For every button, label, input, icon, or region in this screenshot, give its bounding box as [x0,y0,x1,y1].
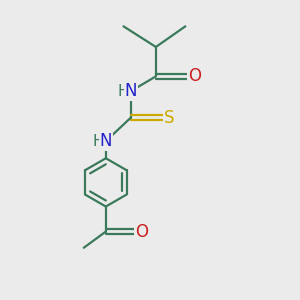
Text: O: O [188,68,201,85]
Text: O: O [135,223,148,241]
Text: H: H [93,134,104,149]
Text: H: H [118,84,129,99]
Text: S: S [164,109,174,127]
Text: N: N [100,132,112,150]
Text: N: N [124,82,137,100]
